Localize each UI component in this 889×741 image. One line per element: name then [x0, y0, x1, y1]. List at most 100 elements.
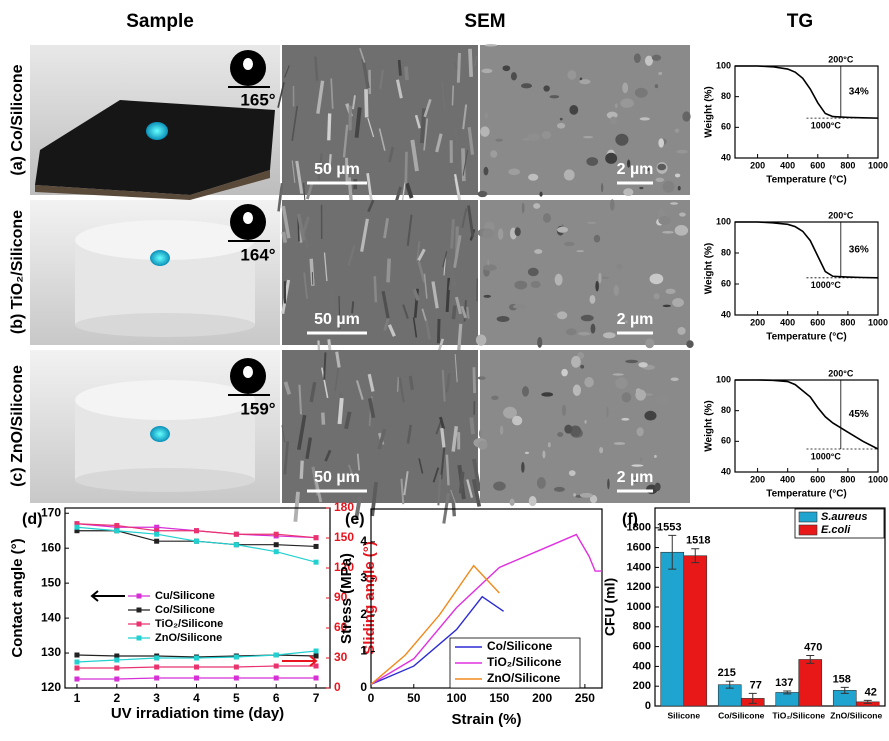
- header: Sample: [126, 11, 194, 32]
- sem-texture: [677, 327, 685, 335]
- y2-axis-title: Sliding angle (°): [361, 541, 378, 655]
- sem-texture: [657, 164, 666, 171]
- sem-texture: [463, 148, 464, 181]
- sem-texture: [531, 281, 541, 288]
- sem-texture: [569, 470, 576, 476]
- sem-texture: [522, 203, 525, 214]
- sem-texture: [543, 213, 551, 223]
- x-tick-label: 100: [447, 691, 467, 705]
- y-axis-title: CFU (ml): [602, 578, 618, 636]
- sem-texture: [615, 377, 627, 389]
- y-tick-label: 1000: [627, 601, 651, 613]
- point: [154, 539, 159, 544]
- x-tick-label: ZnO/Silicone: [830, 710, 882, 720]
- x-axis-title: Temperature (°C): [766, 489, 847, 500]
- x-axis-title: Temperature (°C): [766, 332, 847, 343]
- sem-texture: [340, 398, 342, 424]
- point: [314, 649, 319, 654]
- sem-texture: [521, 83, 532, 88]
- sem-texture: [452, 86, 453, 106]
- y2-tick-label: 150: [334, 530, 354, 544]
- sem-texture: [566, 328, 577, 335]
- sem-texture: [573, 385, 581, 396]
- sem-texture: [622, 82, 628, 93]
- x-tick-label: Co/Silicone: [718, 710, 765, 720]
- point: [314, 560, 319, 565]
- contact-angle: 164°: [240, 245, 275, 264]
- y-tick-label: 100: [716, 216, 731, 226]
- legend-label: TiO₂/Silicone: [487, 655, 562, 669]
- sem-texture: [676, 150, 688, 154]
- sem-texture: [675, 173, 680, 177]
- value-label: 158: [833, 673, 851, 685]
- x-tick-label: 4: [193, 691, 200, 705]
- point: [234, 665, 239, 670]
- annotation: 1000°C: [811, 280, 842, 290]
- annotation: 200°C: [828, 210, 854, 220]
- panel-label: (d): [22, 511, 42, 528]
- sem-texture: [586, 157, 598, 166]
- bar: [661, 552, 684, 706]
- point: [234, 542, 239, 547]
- legend-marker: [137, 594, 142, 599]
- sem-texture: [483, 264, 497, 270]
- sem-texture: [375, 276, 376, 302]
- point: [74, 525, 79, 530]
- y-tick-label: 130: [41, 645, 61, 659]
- y-tick-label: 150: [41, 575, 61, 589]
- sem-texture: [500, 426, 503, 435]
- x-tick-label: Silicone: [667, 710, 700, 720]
- sem-texture: [655, 84, 658, 88]
- sem-texture: [615, 103, 618, 108]
- x-tick-label: 200: [750, 474, 765, 484]
- point: [274, 653, 279, 658]
- sem-texture: [679, 213, 686, 217]
- point: [74, 660, 79, 665]
- sem-texture: [485, 44, 497, 46]
- header: TG: [787, 11, 813, 32]
- sem-texture: [576, 250, 584, 252]
- sem-texture: [560, 118, 563, 121]
- point: [274, 542, 279, 547]
- x-tick-label: 600: [810, 317, 825, 327]
- point: [234, 532, 239, 537]
- sem-texture: [534, 249, 542, 254]
- y2-tick-label: 0: [334, 680, 341, 694]
- sem-texture: [590, 295, 596, 304]
- sem-texture: [510, 499, 515, 506]
- y-tick-label: 40: [721, 309, 731, 319]
- sem-texture: [601, 183, 603, 192]
- point: [274, 549, 279, 554]
- sem-texture: [615, 134, 628, 146]
- scale-bar-label: 50 µm: [314, 311, 360, 328]
- y-tick-label: 600: [633, 641, 651, 653]
- sem-texture: [557, 227, 568, 233]
- y-tick-label: 60: [721, 436, 731, 446]
- sem-texture: [580, 493, 593, 498]
- x-tick-label: 800: [840, 160, 855, 170]
- header: SEM: [464, 11, 505, 32]
- point: [314, 544, 319, 549]
- sem-texture: [635, 389, 646, 400]
- sem-texture: [587, 222, 597, 224]
- sem-texture: [663, 305, 671, 307]
- sem-texture: [542, 451, 545, 459]
- x-tick-label: 600: [810, 474, 825, 484]
- sem-texture: [514, 281, 527, 290]
- sem-texture: [567, 70, 576, 80]
- y-tick-label: 0: [645, 700, 651, 712]
- y-tick-label: 100: [716, 60, 731, 70]
- x-tick-label: 200: [532, 691, 552, 705]
- sem-texture: [528, 268, 539, 276]
- sem-texture: [594, 235, 600, 243]
- sem-texture: [406, 152, 407, 184]
- sem-texture: [686, 340, 693, 348]
- legend-swatch: [799, 512, 817, 522]
- sem-texture: [399, 60, 400, 76]
- sem-texture: [484, 167, 489, 176]
- sem-texture: [672, 298, 684, 307]
- x-axis-title: Strain (%): [451, 711, 521, 728]
- point: [154, 532, 159, 537]
- x-tick-label: 800: [840, 474, 855, 484]
- y2-tick-label: 30: [334, 650, 348, 664]
